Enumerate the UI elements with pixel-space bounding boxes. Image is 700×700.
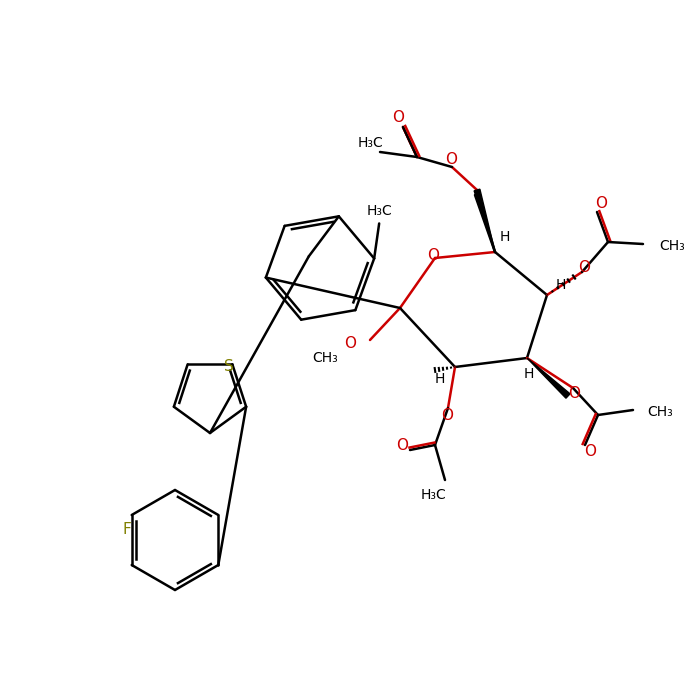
Text: O: O <box>344 337 356 351</box>
Text: O: O <box>392 111 404 125</box>
Text: H: H <box>435 372 445 386</box>
Text: H₃C: H₃C <box>420 488 446 502</box>
Text: CH₃: CH₃ <box>647 405 673 419</box>
Text: O: O <box>584 444 596 459</box>
Text: O: O <box>396 438 408 454</box>
Text: O: O <box>445 153 457 167</box>
Text: CH₃: CH₃ <box>659 239 685 253</box>
Text: H: H <box>500 230 510 244</box>
Text: O: O <box>441 407 453 423</box>
Text: O: O <box>568 386 580 400</box>
Text: F: F <box>122 522 131 538</box>
Text: H: H <box>556 278 566 292</box>
Text: CH₃: CH₃ <box>312 351 338 365</box>
Text: H₃C: H₃C <box>366 204 392 218</box>
Text: H₃C: H₃C <box>358 136 384 150</box>
Text: O: O <box>595 197 607 211</box>
Text: O: O <box>578 260 590 276</box>
Text: H: H <box>524 367 534 381</box>
Text: O: O <box>427 248 439 263</box>
Polygon shape <box>527 358 570 398</box>
Text: S: S <box>225 359 235 374</box>
Polygon shape <box>474 189 495 252</box>
